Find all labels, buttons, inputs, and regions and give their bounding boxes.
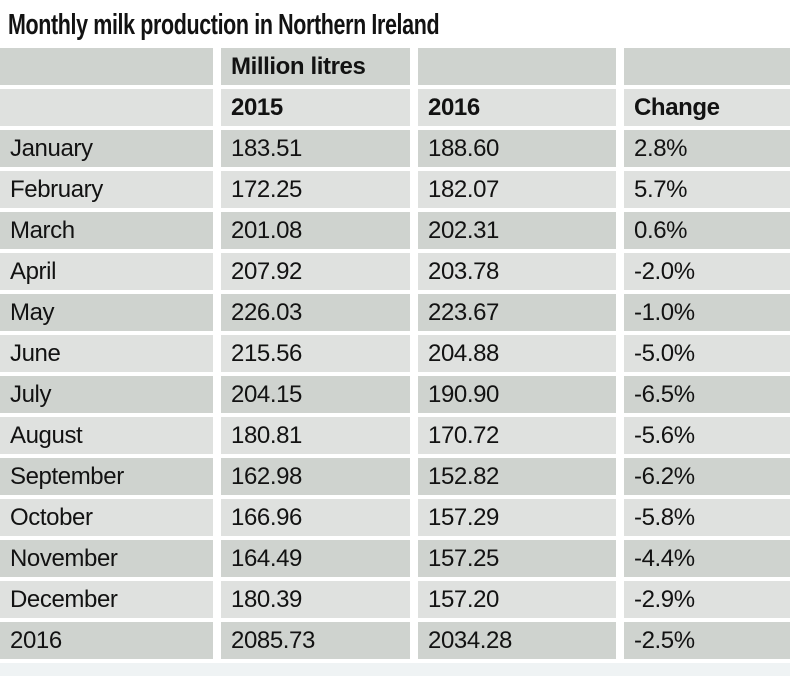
month-cell: September [0, 458, 213, 495]
empty-header-cell [0, 48, 213, 85]
change-cell: -5.0% [624, 335, 790, 372]
value-2015-cell: 180.81 [221, 417, 410, 454]
empty-header-cell [418, 48, 616, 85]
value-2016-cell: 204.88 [418, 335, 616, 372]
change-cell: -2.9% [624, 581, 790, 618]
month-cell: July [0, 376, 213, 413]
month-cell: June [0, 335, 213, 372]
table-row: September 162.98 152.82 -6.2% [0, 458, 790, 495]
value-2015-cell: 204.15 [221, 376, 410, 413]
change-cell: -2.0% [624, 253, 790, 290]
value-2015-cell: 207.92 [221, 253, 410, 290]
value-2015-cell: 201.08 [221, 212, 410, 249]
month-cell: 2016 [0, 622, 213, 659]
unit-header-cell: Million litres [221, 48, 410, 85]
change-cell: -2.5% [624, 622, 790, 659]
value-2016-cell: 2034.28 [418, 622, 616, 659]
change-cell: -6.2% [624, 458, 790, 495]
month-cell: March [0, 212, 213, 249]
table-row: August 180.81 170.72 -5.6% [0, 417, 790, 454]
value-2015-cell: 183.51 [221, 130, 410, 167]
change-cell: -4.4% [624, 540, 790, 577]
chart-title: Monthly milk production in Northern Irel… [8, 9, 440, 41]
year-2016-header: 2016 [418, 89, 616, 126]
empty-header-cell [624, 48, 790, 85]
table-row: January 183.51 188.60 2.8% [0, 130, 790, 167]
table-row: October 166.96 157.29 -5.8% [0, 499, 790, 536]
table-row: May 226.03 223.67 -1.0% [0, 294, 790, 331]
milk-production-table: Million litres 2015 2016 Change January … [0, 48, 790, 663]
table-row: April 207.92 203.78 -2.0% [0, 253, 790, 290]
month-cell: February [0, 171, 213, 208]
change-cell: 5.7% [624, 171, 790, 208]
table-row: July 204.15 190.90 -6.5% [0, 376, 790, 413]
value-2015-cell: 215.56 [221, 335, 410, 372]
empty-header-cell [0, 89, 213, 126]
table-row: June 215.56 204.88 -5.0% [0, 335, 790, 372]
value-2016-cell: 157.20 [418, 581, 616, 618]
value-2016-cell: 157.29 [418, 499, 616, 536]
change-cell: 2.8% [624, 130, 790, 167]
value-2015-cell: 2085.73 [221, 622, 410, 659]
value-2016-cell: 190.90 [418, 376, 616, 413]
year-2015-header: 2015 [221, 89, 410, 126]
month-cell: May [0, 294, 213, 331]
column-header-row: 2015 2016 Change [0, 89, 790, 126]
change-header: Change [624, 89, 790, 126]
value-2015-cell: 226.03 [221, 294, 410, 331]
value-2015-cell: 164.49 [221, 540, 410, 577]
month-cell: August [0, 417, 213, 454]
change-cell: -1.0% [624, 294, 790, 331]
month-cell: November [0, 540, 213, 577]
value-2016-cell: 203.78 [418, 253, 616, 290]
change-cell: -5.8% [624, 499, 790, 536]
month-cell: April [0, 253, 213, 290]
value-2016-cell: 182.07 [418, 171, 616, 208]
change-cell: -6.5% [624, 376, 790, 413]
table-row: February 172.25 182.07 5.7% [0, 171, 790, 208]
change-cell: 0.6% [624, 212, 790, 249]
footer-strip [0, 663, 790, 676]
unit-header-row: Million litres [0, 48, 790, 85]
value-2015-cell: 162.98 [221, 458, 410, 495]
value-2015-cell: 172.25 [221, 171, 410, 208]
table-row: March 201.08 202.31 0.6% [0, 212, 790, 249]
value-2016-cell: 157.25 [418, 540, 616, 577]
value-2016-cell: 223.67 [418, 294, 616, 331]
table-row: November 164.49 157.25 -4.4% [0, 540, 790, 577]
value-2015-cell: 180.39 [221, 581, 410, 618]
value-2016-cell: 152.82 [418, 458, 616, 495]
change-cell: -5.6% [624, 417, 790, 454]
month-cell: October [0, 499, 213, 536]
value-2016-cell: 202.31 [418, 212, 616, 249]
month-cell: December [0, 581, 213, 618]
value-2015-cell: 166.96 [221, 499, 410, 536]
value-2016-cell: 170.72 [418, 417, 616, 454]
value-2016-cell: 188.60 [418, 130, 616, 167]
month-cell: January [0, 130, 213, 167]
table-row: December 180.39 157.20 -2.9% [0, 581, 790, 618]
total-row: 2016 2085.73 2034.28 -2.5% [0, 622, 790, 659]
